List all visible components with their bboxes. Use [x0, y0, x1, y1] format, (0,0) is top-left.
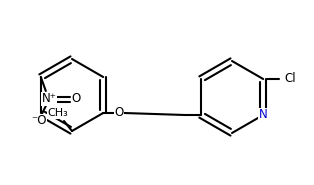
Text: O: O	[71, 92, 80, 105]
Text: N: N	[259, 108, 268, 122]
Text: N⁺: N⁺	[41, 92, 56, 105]
Text: CH₃: CH₃	[48, 108, 68, 118]
Text: O: O	[115, 107, 124, 120]
Text: Cl: Cl	[284, 73, 296, 85]
Text: ⁻O: ⁻O	[31, 115, 46, 127]
